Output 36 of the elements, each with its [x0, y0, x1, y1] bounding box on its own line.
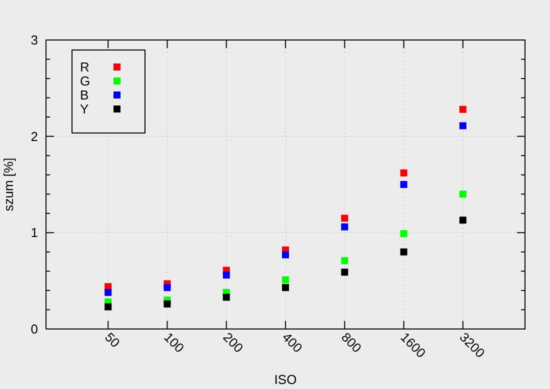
point [459, 122, 466, 130]
point [282, 284, 289, 292]
legend-label: R [80, 60, 90, 75]
y-tick-label: 3 [30, 32, 38, 48]
point [282, 276, 289, 284]
point [400, 181, 408, 188]
point [341, 223, 348, 230]
point [400, 169, 408, 176]
point [459, 190, 466, 198]
y-tick-label: 0 [30, 322, 38, 337]
x-axis-title: ISO [274, 372, 297, 387]
y-tick-label: 2 [30, 128, 38, 144]
point [222, 272, 230, 279]
point [341, 214, 348, 222]
point [104, 303, 112, 310]
point [400, 248, 408, 256]
x-tick-label: 50 [102, 330, 123, 350]
y-tick-label: 1 [30, 225, 38, 240]
point [459, 216, 466, 224]
x-tick-label: 100 [161, 330, 188, 356]
point [341, 257, 348, 264]
legend-label: B [80, 88, 89, 103]
point [282, 251, 289, 258]
y-axis-title: szum [%] [1, 158, 16, 212]
point [459, 106, 466, 113]
point [104, 288, 112, 296]
point [222, 294, 230, 301]
point [164, 284, 171, 292]
x-tick-label: 400 [279, 330, 306, 356]
legend-label: G [80, 74, 90, 89]
x-tick-label: 200 [220, 330, 246, 356]
point [341, 268, 348, 276]
x-tick-label: 800 [338, 330, 364, 356]
point [400, 230, 408, 238]
legend-label: Y [80, 102, 89, 117]
point [164, 300, 171, 308]
